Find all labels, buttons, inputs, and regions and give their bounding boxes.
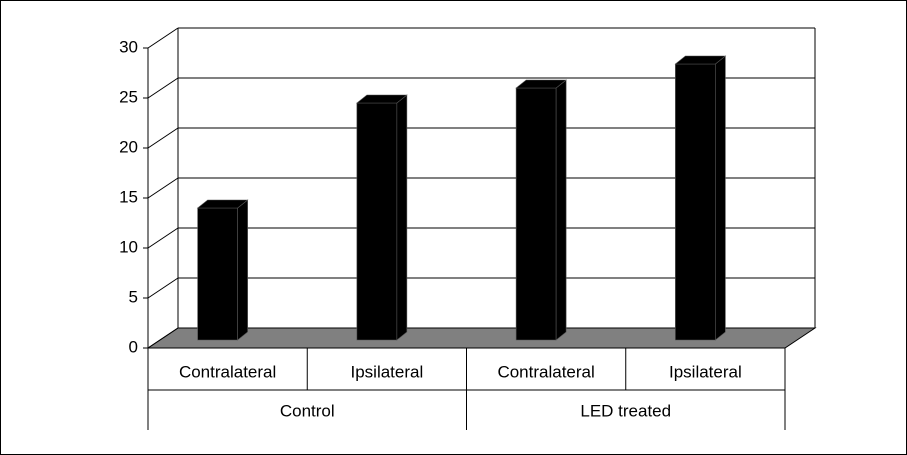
bar-face [356, 94, 408, 104]
y-tick-label: 0 [129, 337, 138, 356]
bar-face [237, 199, 248, 341]
bar-face [555, 79, 567, 341]
y-tick-label: 15 [119, 187, 138, 206]
y-tick-label: 10 [119, 237, 138, 256]
bar-face [356, 102, 398, 341]
x-tick-label: Contralateral [497, 362, 594, 381]
group-label: LED treated [580, 401, 671, 420]
bar [515, 79, 567, 341]
x-tick-label: Ipsilateral [350, 362, 423, 381]
grid-line [147, 77, 179, 99]
bar [356, 94, 408, 341]
bar-face [515, 87, 557, 341]
y-tick-label: 20 [119, 137, 138, 156]
grid-line [147, 177, 179, 199]
bar [674, 55, 727, 341]
grid-line [147, 227, 179, 249]
y-tick-label: 30 [119, 37, 138, 56]
x-tick-label: Ipsilateral [669, 362, 742, 381]
bar-face [197, 207, 238, 341]
y-tick-label: 5 [129, 287, 138, 306]
group-label: Control [280, 401, 335, 420]
bar-face [674, 55, 727, 65]
bar-face [396, 94, 408, 341]
grid-line [147, 327, 179, 349]
grid-line [147, 127, 179, 149]
bar-face [515, 79, 567, 89]
bar-face [196, 199, 249, 209]
bar [196, 199, 249, 341]
grid-line [147, 27, 179, 49]
grid-line [147, 277, 179, 299]
x-tick-label: Contralateral [179, 362, 276, 381]
bar-face [715, 55, 726, 341]
y-tick-label: 25 [119, 87, 138, 106]
bar-face [675, 63, 716, 341]
